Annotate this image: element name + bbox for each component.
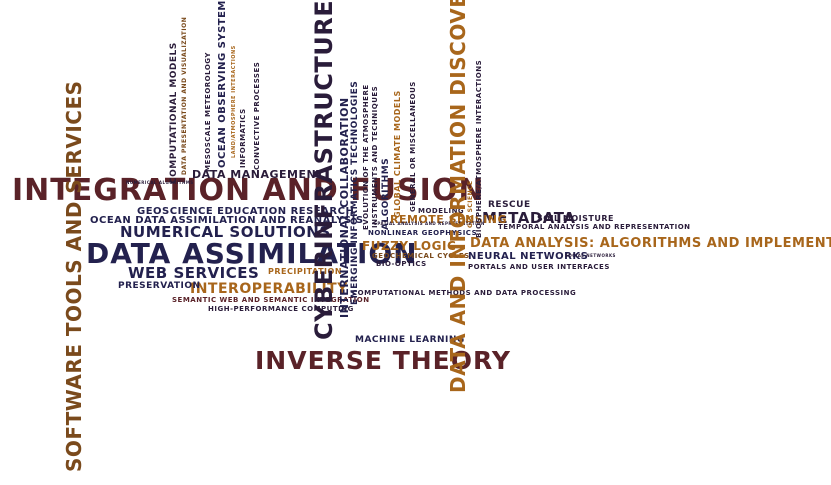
word-data-assimilation: DATA ASSIMILATION (86, 237, 418, 270)
word-web-services: WEB SERVICES (128, 264, 260, 282)
word-neural-networks: NEURAL NETWORKS (468, 251, 589, 262)
word-social-networks: SOCIAL NETWORKS (565, 253, 616, 258)
word-gis-science: GIS SCIENCE (467, 180, 474, 228)
word-geoscience-education-research: GEOSCIENCE EDUCATION RESEARCH (137, 206, 355, 217)
word-ocean-observing-systems: OCEAN OBSERVING SYSTEMS (217, 0, 228, 168)
word-portals: PORTALS AND USER INTERFACES (468, 263, 610, 271)
word-general-or-miscellaneous: GENERAL OR MISCELLANEOUS (409, 81, 417, 212)
word-informatics: INFORMATICS (239, 108, 247, 168)
word-cyberinfrastructure: CYBERINFRASTRUCTURE (310, 0, 338, 340)
word-numerical-solutions: NUMERICAL SOLUTIONS (120, 223, 331, 241)
word-convective-processes: CONVECTIVE PROCESSES (253, 61, 261, 170)
word-remote-sensing: REMOTE SENSING (390, 213, 508, 226)
word-preservation: PRESERVATION (118, 281, 201, 291)
word-temporal-analysis: TEMPORAL ANALYSIS AND REPRESENTATION (498, 223, 691, 231)
word-computational-models: COMPUTATIONAL MODELS (169, 42, 179, 184)
word-mesoscale-meteorology: MESOSCALE METEOROLOGY (204, 52, 212, 172)
word-geochemical-cycles: GEOCHEMICAL CYCLES (372, 252, 470, 260)
word-rescue: RESCUE (488, 200, 531, 210)
word-algorithms: ALGORITHMS (381, 157, 391, 230)
word-semantic-web: SEMANTIC WEB AND SEMANTIC INTEGRATION (172, 296, 370, 304)
word-data-analysis: DATA ANALYSIS: ALGORITHMS AND IMPLEMENTA… (470, 236, 831, 251)
word-land-atmosphere: LAND/ATMOSPHERE INTERACTIONS (231, 45, 237, 158)
word-fuzzy-logic: FUZZY LOGIC (362, 239, 457, 253)
word-emerging-informatics: EMERGING INFORMATICS TECHNOLOGIES (350, 80, 360, 305)
word-interoperability: INTEROPERABILITY (190, 281, 348, 297)
word-soil-moisture: SOIL MOISTURE (537, 214, 614, 223)
word-metadata: METADATA (482, 209, 576, 227)
word-bio-optics: BIO-OPTICS (376, 260, 427, 268)
word-spatial-analysis: SPATIAL ANALYSIS AND REPRESENTATION (374, 221, 485, 226)
word-international-collaboration: INTERNATIONAL COLLABORATION (338, 97, 351, 318)
word-global-climate-models: GLOBAL CLIMATE MODELS (393, 90, 402, 218)
word-biosphere-atmosphere: BIOSPHERE/ATMOSPHERE INTERACTIONS (475, 59, 483, 238)
word-numerical-algorithms: NUMERICAL ALGORITHMS (126, 180, 194, 185)
word-ocean-data-assimilation: OCEAN DATA ASSIMILATION AND REANALYSIS (90, 215, 364, 226)
word-instruments-and-techniques: INSTRUMENTS AND TECHNIQUES (371, 85, 379, 228)
word-data-management: DATA MANAGEMENT (192, 168, 325, 181)
word-precipitation: PRECIPITATION (268, 267, 343, 276)
word-modeling: MODELING (418, 207, 465, 215)
word-inverse-theory: INVERSE THEORY (255, 346, 511, 375)
word-nonlinear-geophysics: NONLINEAR GEOPHYSICS (368, 229, 478, 237)
word-machine-learning: MACHINE LEARNING (355, 335, 465, 345)
word-integration-and-fusion: INTEGRATION AND FUSION (12, 173, 485, 208)
word-high-performance-computing: HIGH-PERFORMANCE COMPUTING (208, 305, 354, 313)
word-data-presentation-visualization: DATA PRESENTATION AND VISUALIZATION (181, 16, 188, 175)
word-computational-methods: COMPUTATIONAL METHODS AND DATA PROCESSIN… (352, 289, 577, 297)
word-data-and-information-discovery: DATA AND INFORMATION DISCOVERY (446, 0, 470, 393)
word-evolution-of-atmosphere: EVOLUTION OF THE ATMOSPHERE (362, 84, 370, 230)
word-software-tools-and-services: SOFTWARE TOOLS AND SERVICES (62, 80, 86, 472)
